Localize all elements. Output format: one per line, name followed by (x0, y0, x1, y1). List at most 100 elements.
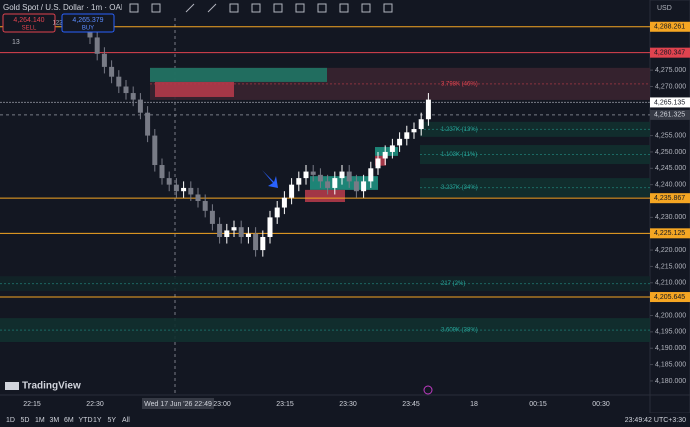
candle-body (202, 201, 208, 211)
candle-body (332, 178, 338, 188)
zone-label: 217 (2%) (441, 281, 465, 287)
tool-icon[interactable] (361, 3, 371, 13)
candle-body (296, 178, 302, 185)
range-button[interactable]: YTD (79, 417, 93, 424)
event-icon[interactable] (423, 385, 433, 395)
candle-body (389, 145, 395, 152)
y-tick-label: 4,240.000 (655, 181, 686, 188)
zone-label: 1.103K (11%) (441, 152, 477, 158)
tool-icon[interactable] (273, 3, 283, 13)
tool-icon[interactable] (185, 3, 195, 13)
sell-label: SELL (22, 26, 37, 32)
level-label: 4,225.125 (654, 230, 685, 237)
indicator-count[interactable]: 13 (12, 39, 20, 46)
candle-body (109, 66, 115, 77)
candle-body (281, 197, 287, 208)
x-tick-label: 22:30 (86, 401, 104, 408)
candle-body (375, 158, 381, 169)
candle-body (224, 230, 230, 237)
candle-body (238, 227, 244, 237)
zone (155, 81, 234, 97)
candle-body (425, 99, 431, 120)
y-tick-label: 4,275.000 (655, 67, 686, 74)
candle-body (101, 53, 107, 67)
candle-body (231, 227, 237, 231)
clock: 23:49:42 UTC+3:30 (625, 417, 686, 424)
tool-icon[interactable] (383, 3, 393, 13)
candle-body (130, 93, 136, 100)
tool-icon[interactable] (151, 3, 161, 13)
candle-body (274, 207, 280, 218)
candle-body (317, 174, 323, 182)
range-button[interactable]: All (122, 417, 130, 424)
spread: 122.0 (52, 21, 68, 27)
zone-label: 3.237K (34%) (441, 185, 478, 191)
range-button[interactable]: 5Y (108, 417, 117, 424)
candle-body (209, 210, 215, 224)
zone (375, 147, 398, 156)
tool-icon[interactable] (317, 3, 327, 13)
range-button[interactable]: 1D (6, 417, 15, 424)
candle-body (411, 129, 417, 133)
y-tick-label: 4,245.000 (655, 165, 686, 172)
candle-body (137, 99, 143, 113)
y-tick-label: 4,270.000 (655, 83, 686, 90)
range-button[interactable]: 5D (21, 417, 30, 424)
y-tick-label: 4,190.000 (655, 345, 686, 352)
candle-body (123, 86, 129, 94)
candle-body (145, 112, 151, 136)
tool-icon[interactable] (295, 3, 305, 13)
tool-icon[interactable] (229, 3, 239, 13)
zone (420, 178, 650, 198)
logo-text: TradingView (22, 381, 81, 392)
range-button[interactable]: 3M (50, 417, 60, 424)
candle-body (339, 171, 345, 179)
currency: USD (657, 5, 672, 12)
y-tick-label: 4,255.000 (655, 132, 686, 139)
zone (420, 121, 650, 137)
y-tick-label: 4,195.000 (655, 329, 686, 336)
logo-mark (5, 382, 19, 390)
x-tick-label: 23:15 (276, 401, 294, 408)
range-button[interactable]: 1M (35, 417, 45, 424)
candle-body (116, 76, 122, 87)
candle-body (166, 178, 172, 185)
candle-body (152, 135, 158, 166)
sell-price: 4,264.140 (13, 17, 44, 24)
candle-body (325, 181, 331, 188)
y-tick-label: 4,210.000 (655, 280, 686, 287)
price-axis (649, 0, 690, 414)
zone (150, 67, 327, 82)
toolbar: Gold Spot / U.S. Dollar · 1m · OANDA 4,2… (2, 0, 672, 46)
price-label: 4,265.135 (654, 99, 685, 106)
buy-label: BUY (82, 26, 94, 32)
candle-body (397, 138, 403, 146)
level-label: 4,205.645 (654, 294, 685, 301)
range-button[interactable]: 6M (64, 417, 74, 424)
arrow-marker (262, 170, 278, 188)
price-label: 4,261.325 (654, 112, 685, 119)
candle-body (217, 223, 223, 237)
buy-button[interactable] (61, 13, 115, 33)
x-tick-label: Wed 17 Jun '26 22:49 (144, 401, 212, 408)
tool-icon[interactable] (251, 3, 261, 13)
candle-body (94, 37, 100, 54)
tool-icon[interactable] (129, 3, 139, 13)
x-tick-label: 18 (470, 401, 478, 408)
zone-label: 3.609K (38%) (441, 328, 478, 334)
level-label: 4,288.261 (654, 24, 685, 31)
crosshair-time-bg (142, 398, 214, 409)
x-tick-label: 23:45 (402, 401, 420, 408)
y-tick-label: 4,215.000 (655, 263, 686, 270)
sell-button[interactable] (2, 13, 56, 33)
candle-body (418, 119, 424, 130)
candle-body (181, 187, 187, 192)
x-tick-label: 23:30 (339, 401, 357, 408)
range-button[interactable]: 1Y (93, 417, 102, 424)
level-label-bg (650, 47, 690, 58)
drawing-toolbar[interactable] (122, 0, 402, 16)
zone-label: 3.798K (46%) (441, 81, 478, 87)
tool-icon[interactable] (339, 3, 349, 13)
tool-icon[interactable] (207, 3, 217, 13)
